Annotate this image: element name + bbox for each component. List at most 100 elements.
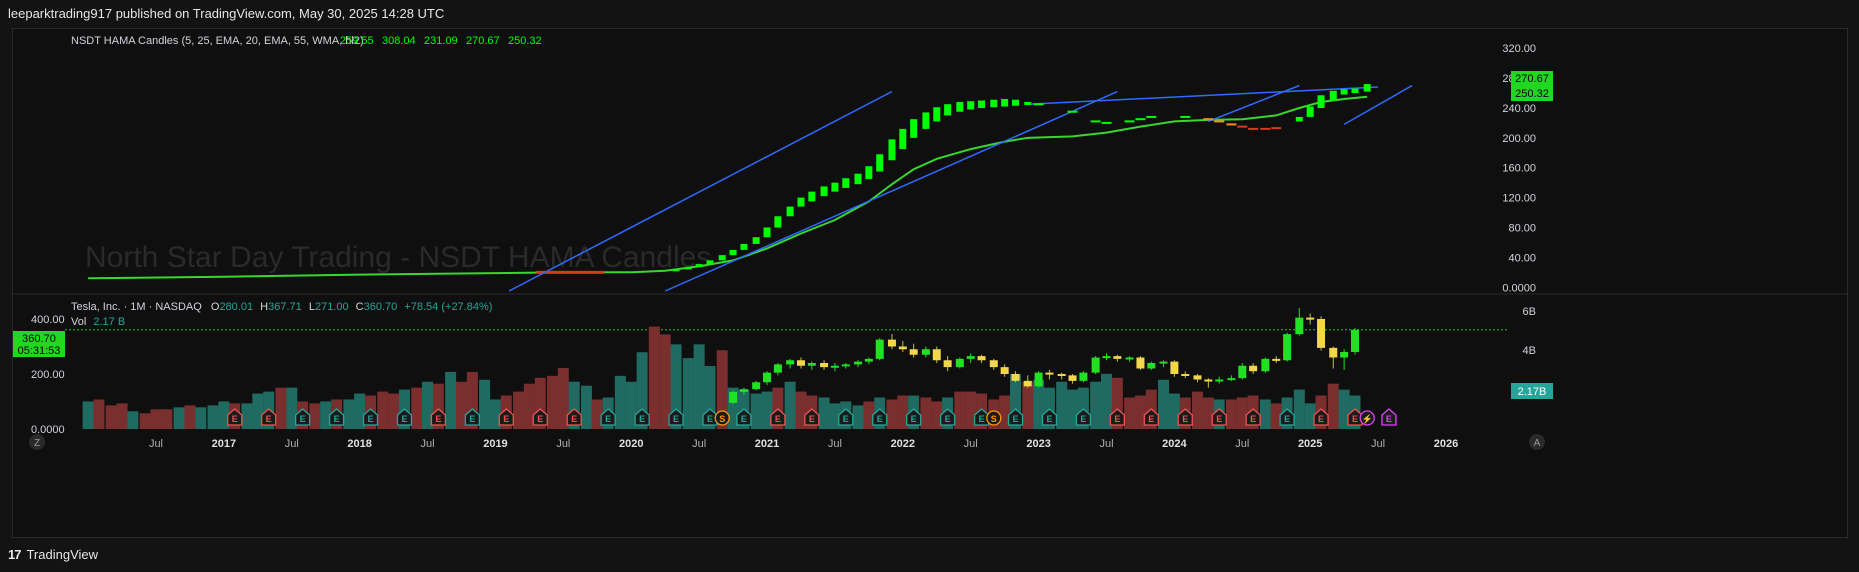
hama-dash [1180, 115, 1191, 118]
countdown-text: 05:31:53 [18, 345, 61, 357]
price-candle [796, 360, 805, 366]
earnings-marker-icon [294, 408, 311, 426]
chart-frame[interactable]: NSDT HAMA Candles (5, 25, EMA, 20, EMA, … [12, 28, 1848, 538]
earnings-marker-icon [328, 408, 345, 426]
chart-svg[interactable]: NSDT HAMA Candles (5, 25, EMA, 20, EMA, … [13, 29, 1847, 537]
volume-bar [195, 407, 207, 429]
price-candle [1136, 357, 1145, 369]
price-candle [752, 382, 761, 390]
x-tick-label: Jul [1371, 438, 1385, 450]
trend-line [664, 90, 1118, 292]
price-candle [1170, 361, 1179, 374]
price-candle [1215, 379, 1224, 382]
x-tick-label: 2023 [1026, 438, 1050, 450]
volume-bar [513, 391, 525, 429]
price-candle [1295, 317, 1304, 335]
price-candle [773, 364, 782, 373]
volume-bar [1304, 403, 1316, 429]
price-candle [1023, 380, 1032, 387]
open-value: 280.01 [219, 301, 253, 313]
hama-dash [1124, 120, 1135, 123]
volume-tag [1511, 383, 1553, 399]
hama-candle [1329, 90, 1337, 101]
earnings-marker-icon [804, 408, 820, 426]
earnings-marker-icon [668, 408, 684, 426]
hama-candle [933, 107, 941, 122]
price-candle [1238, 365, 1247, 379]
price-candle [1350, 329, 1359, 352]
volume-bar [897, 395, 909, 429]
volume-bar [670, 344, 682, 429]
hama-candle [1317, 95, 1325, 108]
volume-bar [207, 405, 219, 429]
volume-bar [682, 358, 694, 429]
volume-bar [999, 395, 1011, 429]
hama-candle [695, 264, 703, 268]
x-tick-label: Jul [964, 438, 978, 450]
x-tick-label: 2025 [1298, 438, 1322, 450]
earnings-marker-icon [736, 408, 752, 426]
hama-dash [1135, 118, 1146, 121]
price-candle [1306, 317, 1315, 320]
price-candle [1204, 379, 1213, 382]
x-tick-label: Jul [285, 438, 299, 450]
hama-candle [786, 206, 794, 217]
volume-bar [1270, 403, 1282, 429]
volume-bar [818, 397, 830, 429]
zoom-reset-button[interactable] [29, 434, 45, 450]
price-candle [1261, 358, 1270, 372]
hama-dash [1146, 115, 1157, 118]
volume-bar [591, 399, 603, 429]
event-marker-label: S [991, 414, 997, 424]
volume-bar [432, 383, 444, 429]
price-candle [830, 365, 839, 368]
z-button-label: Z [34, 438, 40, 449]
event-marker-label: E [605, 414, 611, 424]
volume-bar [716, 350, 728, 429]
price-candle [1113, 356, 1122, 359]
price-tick-label: 200.00 [31, 369, 65, 381]
earnings-marker-icon [498, 408, 514, 426]
indicator-value: 308.04 [382, 35, 416, 47]
volume-bar [784, 381, 796, 429]
earnings-marker-icon [1381, 408, 1397, 426]
volume-bar [422, 381, 434, 429]
event-marker-label: E [1386, 414, 1392, 424]
volume-bar [693, 344, 705, 429]
event-marker-label: E [1318, 414, 1324, 424]
volume-bar [93, 399, 105, 429]
volume-bar [1236, 397, 1248, 429]
hama-candle [808, 191, 816, 202]
volume-bar [82, 401, 94, 429]
earnings-marker-icon [396, 408, 413, 426]
price-candle [1057, 374, 1066, 376]
hama-dash [1067, 110, 1078, 113]
volume-tag-text: 2.17B [1518, 386, 1547, 398]
auto-scale-button[interactable] [1529, 434, 1545, 450]
x-tick-label: 2021 [755, 438, 779, 450]
hama-candle [978, 100, 986, 108]
close-value: 360.70 [364, 301, 398, 313]
volume-bar [954, 391, 966, 429]
x-tick-label: 2018 [347, 438, 371, 450]
earnings-marker-icon [227, 408, 243, 426]
volume-bar [1100, 373, 1112, 429]
volume-bar [1022, 381, 1034, 429]
hama-candle [854, 173, 862, 185]
earnings-marker-icon [906, 408, 922, 426]
x-tick-label: Jul [556, 438, 570, 450]
hama-candle [842, 178, 850, 188]
volume-bar [1033, 379, 1045, 429]
low-label: L [309, 301, 315, 313]
volume-bar [829, 403, 841, 429]
x-tick-label: 2022 [891, 438, 915, 450]
price-candle [1125, 357, 1134, 360]
volume-bar [388, 393, 400, 429]
hama-candle [944, 104, 952, 116]
dividend-marker-icon [1359, 410, 1375, 426]
volume-bar [343, 399, 355, 429]
volume-bar [320, 401, 332, 429]
event-marker-label: E [334, 414, 340, 424]
volume-bar [852, 405, 864, 429]
volume-bar [105, 405, 117, 429]
